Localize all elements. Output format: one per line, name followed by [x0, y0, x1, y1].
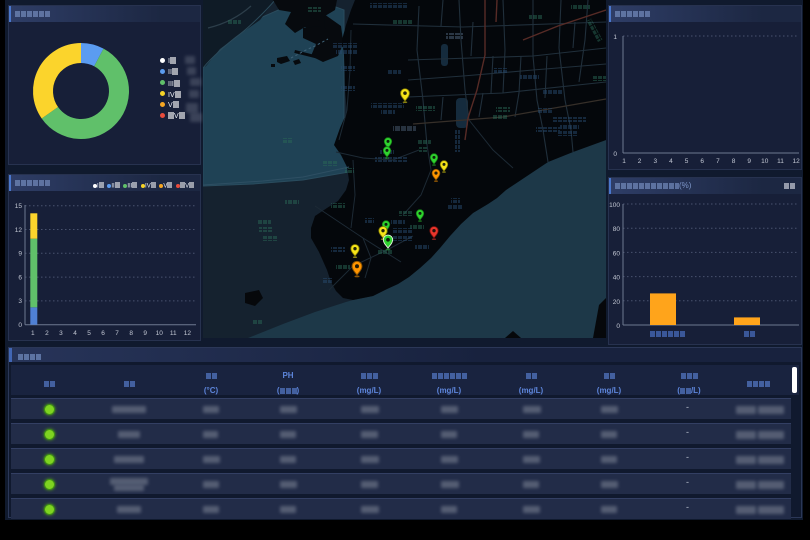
svg-text:3: 3: [653, 158, 657, 165]
svg-text:2: 2: [638, 158, 642, 165]
svg-text:3: 3: [18, 298, 22, 305]
svg-text:1: 1: [31, 330, 35, 337]
svg-text:0: 0: [18, 322, 22, 329]
svg-text:1: 1: [613, 34, 617, 41]
svg-text:0: 0: [616, 323, 620, 330]
svg-text:20: 20: [613, 299, 621, 306]
svg-text:80: 80: [613, 226, 621, 233]
svg-text:60: 60: [613, 250, 621, 257]
svg-text:3: 3: [59, 330, 63, 337]
svg-text:10: 10: [761, 158, 769, 165]
svg-text:8: 8: [129, 330, 133, 337]
svg-text:8: 8: [732, 158, 736, 165]
svg-text:9: 9: [747, 158, 751, 165]
svg-text:1: 1: [622, 158, 626, 165]
svg-text:11: 11: [170, 330, 177, 337]
svg-text:6: 6: [700, 158, 704, 165]
svg-text:4: 4: [669, 158, 673, 165]
svg-text:7: 7: [115, 330, 119, 337]
svg-text:15: 15: [15, 203, 23, 210]
svg-text:6: 6: [18, 274, 22, 281]
svg-text:0: 0: [613, 151, 617, 158]
svg-text:12: 12: [15, 227, 23, 234]
svg-text:7: 7: [716, 158, 720, 165]
svg-text:100: 100: [609, 202, 620, 209]
svg-text:5: 5: [87, 330, 91, 337]
svg-text:5: 5: [685, 158, 689, 165]
svg-text:9: 9: [143, 330, 147, 337]
svg-text:11: 11: [777, 158, 784, 165]
svg-text:40: 40: [613, 275, 621, 282]
svg-text:10: 10: [156, 330, 164, 337]
svg-text:4: 4: [73, 330, 77, 337]
svg-text:6: 6: [101, 330, 105, 337]
svg-text:9: 9: [18, 251, 22, 258]
svg-text:2: 2: [45, 330, 49, 337]
svg-text:12: 12: [184, 330, 192, 337]
svg-text:12: 12: [792, 158, 800, 165]
